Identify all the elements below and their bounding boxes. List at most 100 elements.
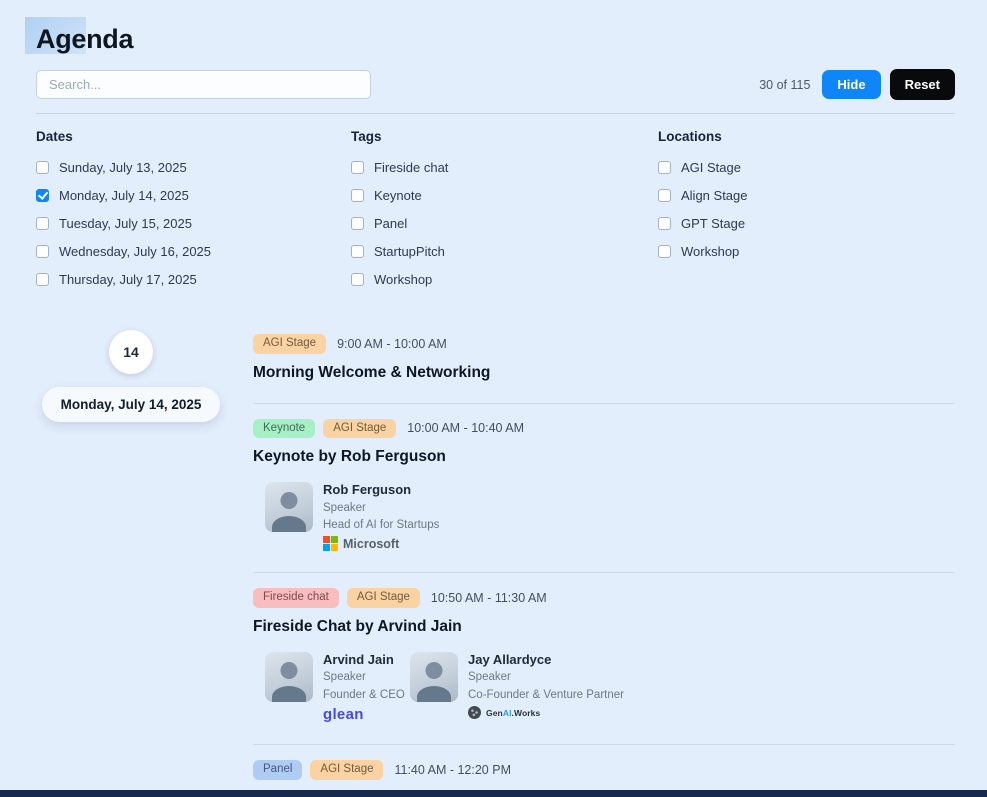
speaker-info: Rob Ferguson Speaker Head of AI for Star… [323, 482, 440, 552]
tag-checkbox-workshop[interactable] [351, 273, 364, 286]
speaker-org: glean [323, 706, 364, 724]
speaker-avatar [265, 651, 313, 702]
filter-option-label: StartupPitch [374, 244, 445, 259]
tag-option-keynote: Keynote [351, 188, 658, 203]
event-time: 10:00 AM - 10:40 AM [407, 421, 525, 436]
location-checkbox-gpt-stage[interactable] [658, 217, 671, 230]
page-title: Agenda [36, 24, 134, 54]
tag-option-workshop: Workshop [351, 272, 658, 287]
tag-badge-keynote: Keynote [253, 418, 316, 438]
tag-checkbox-panel[interactable] [351, 217, 364, 230]
event-title: Keynote by Rob Ferguson [253, 448, 446, 465]
date-option-sunday: Sunday, July 13, 2025 [36, 160, 351, 175]
speaker-position: Co-Founder & Venture Partner [468, 688, 624, 701]
speakers-row: Arvind Jain Speaker Founder & CEO glean … [253, 651, 955, 723]
locations-heading: Locations [658, 129, 722, 144]
tag-badge-panel: Panel [253, 760, 303, 780]
speaker-info: Jay Allardyce Speaker Co-Founder & Ventu… [468, 652, 624, 723]
location-option-align-stage: Align Stage [658, 188, 955, 203]
speakers-row: Rob Ferguson Speaker Head of AI for Star… [253, 482, 955, 552]
filter-option-label: Sunday, July 13, 2025 [59, 160, 187, 175]
speaker-card[interactable]: Arvind Jain Speaker Founder & CEO glean [265, 651, 410, 723]
day-number-badge: 14 [109, 330, 153, 374]
reset-button[interactable]: Reset [889, 69, 955, 100]
filter-option-label: AGI Stage [681, 160, 741, 175]
date-checkbox-tuesday[interactable] [36, 217, 49, 230]
filter-option-label: GPT Stage [681, 216, 746, 231]
genai-works-brain-icon [468, 706, 481, 720]
location-checkbox-align-stage[interactable] [658, 189, 671, 202]
speaker-card[interactable]: Rob Ferguson Speaker Head of AI for Star… [265, 482, 447, 552]
speaker-org: Microsoft [343, 536, 400, 551]
filter-option-label: Fireside chat [374, 160, 449, 175]
event-card[interactable]: AGI Stage 9:00 AM - 10:00 AM Morning Wel… [253, 330, 955, 404]
date-checkbox-thursday[interactable] [36, 273, 49, 286]
date-option-wednesday: Wednesday, July 16, 2025 [36, 244, 351, 259]
location-badge: AGI Stage [310, 760, 384, 780]
speaker-role: Speaker [323, 501, 366, 514]
page-title-wrap: Agenda [25, 17, 134, 55]
title-highlight-decoration [25, 17, 86, 54]
tag-option-startuppitch: StartupPitch [351, 244, 658, 259]
event-card[interactable]: Keynote AGI Stage 10:00 AM - 10:40 AM Ke… [253, 404, 955, 574]
event-title: Fireside Chat by Arvind Jain [253, 617, 462, 635]
location-option-workshop: Workshop [658, 244, 955, 259]
speaker-avatar [265, 482, 313, 532]
location-checkbox-agi-stage[interactable] [658, 161, 671, 174]
tag-badge-fireside-chat: Fireside chat [253, 588, 339, 608]
day-label-pill: Monday, July 14, 2025 [41, 387, 221, 422]
tag-checkbox-keynote[interactable] [351, 189, 364, 202]
speaker-name: Arvind Jain [323, 651, 394, 667]
result-count: 30 of 115 [759, 77, 811, 92]
microsoft-logo: Microsoft [323, 536, 439, 552]
filter-option-label: Workshop [374, 272, 433, 287]
genai-works-logo: GenAI.Works [468, 706, 624, 720]
date-option-thursday: Thursday, July 17, 2025 [36, 272, 351, 287]
tag-checkbox-startuppitch[interactable] [351, 245, 364, 258]
event-card[interactable]: Fireside chat AGI Stage 10:50 AM - 11:30… [253, 573, 955, 746]
location-option-gpt-stage: GPT Stage [658, 216, 955, 231]
event-badges: Keynote AGI Stage 10:00 AM - 10:40 AM [253, 418, 955, 438]
event-title: Morning Welcome & Networking [253, 363, 491, 381]
toolbar-divider [36, 113, 955, 114]
filter-group-tags: Tags Fireside chat Keynote Panel Startup… [351, 129, 658, 300]
event-list: AGI Stage 9:00 AM - 10:00 AM Morning Wel… [253, 330, 955, 797]
footer-bar [0, 790, 987, 797]
filter-option-label: Thursday, July 17, 2025 [59, 272, 197, 287]
agenda-main: 14 Monday, July 14, 2025 AGI Stage 9:00 … [36, 330, 955, 797]
dates-heading: Dates [36, 129, 73, 144]
speaker-position: Head of AI for Startups [323, 518, 440, 531]
hide-button[interactable]: Hide [822, 70, 881, 99]
event-badges: Panel AGI Stage 11:40 AM - 12:20 PM [253, 760, 955, 780]
filter-group-dates: Dates Sunday, July 13, 2025 Monday, July… [36, 129, 351, 300]
speaker-position: Founder & CEO [323, 688, 405, 701]
toolbar: 30 of 115 Hide Reset [36, 69, 955, 100]
date-checkbox-sunday[interactable] [36, 161, 49, 174]
location-option-agi-stage: AGI Stage [658, 160, 955, 175]
event-time: 11:40 AM - 12:20 PM [394, 762, 511, 777]
speaker-card[interactable]: Jay Allardyce Speaker Co-Founder & Ventu… [410, 651, 624, 723]
filter-option-label: Keynote [374, 188, 422, 203]
speaker-role: Speaker [468, 671, 511, 684]
location-badge: AGI Stage [253, 334, 327, 354]
date-option-monday: Monday, July 14, 2025 [36, 188, 351, 203]
event-time: 9:00 AM - 10:00 AM [337, 336, 447, 351]
tag-checkbox-fireside-chat[interactable] [351, 161, 364, 174]
speaker-name: Jay Allardyce [468, 651, 552, 667]
speaker-name: Rob Ferguson [323, 482, 412, 497]
location-badge: AGI Stage [323, 418, 397, 438]
tags-heading: Tags [351, 129, 382, 144]
filter-option-label: Align Stage [681, 188, 748, 203]
speaker-info: Arvind Jain Speaker Founder & CEO glean [323, 652, 405, 723]
filter-option-label: Tuesday, July 15, 2025 [59, 216, 192, 231]
glean-logo: glean [323, 706, 405, 723]
event-badges: AGI Stage 9:00 AM - 10:00 AM [253, 334, 955, 354]
filter-option-label: Wednesday, July 16, 2025 [59, 244, 212, 259]
event-time: 10:50 AM - 11:30 AM [430, 591, 547, 606]
date-checkbox-monday[interactable] [36, 189, 49, 202]
location-badge: AGI Stage [346, 588, 420, 608]
search-input[interactable] [36, 70, 371, 99]
date-checkbox-wednesday[interactable] [36, 245, 49, 258]
location-checkbox-workshop[interactable] [658, 245, 671, 258]
